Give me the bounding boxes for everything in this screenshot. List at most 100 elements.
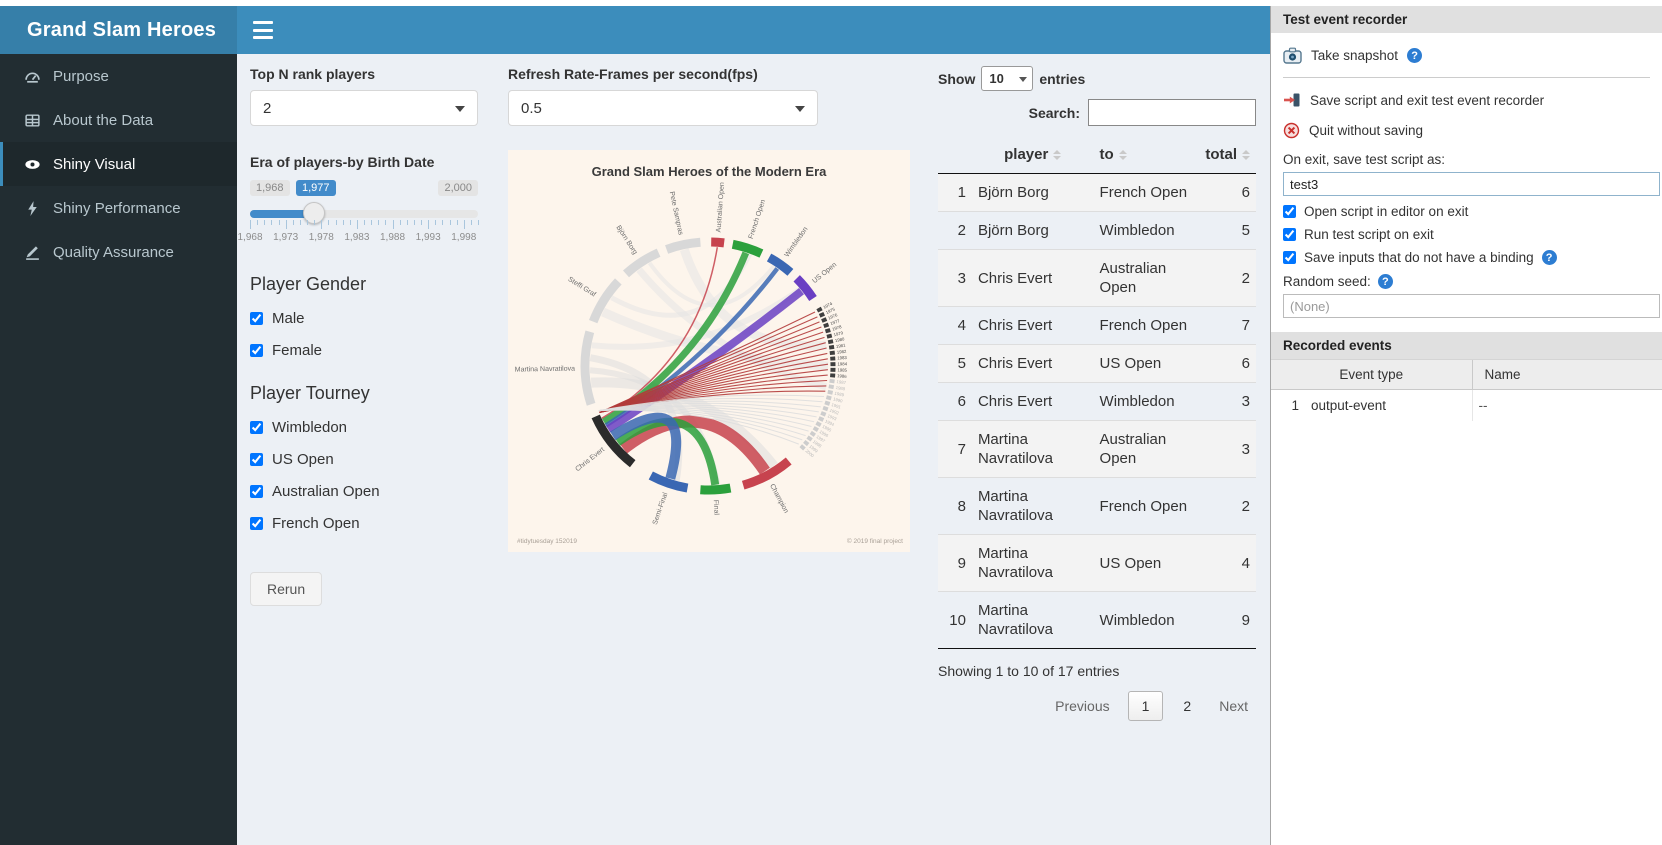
- sidebar-item-label: Shiny Visual: [53, 155, 136, 173]
- event-index: 1: [1291, 398, 1299, 413]
- svg-text:1997: 1997: [815, 434, 826, 444]
- header-total[interactable]: total: [1199, 138, 1256, 174]
- svg-text:1987: 1987: [836, 379, 847, 385]
- gauge-icon: [25, 71, 40, 83]
- rerun-button[interactable]: Rerun: [250, 572, 323, 606]
- svg-text:Steffi Graf: Steffi Graf: [567, 276, 597, 299]
- search-input[interactable]: [1088, 99, 1256, 126]
- open-script-checkbox[interactable]: Open script in editor on exit: [1283, 204, 1662, 219]
- checkbox-input[interactable]: [250, 344, 263, 357]
- next-page-button[interactable]: Next: [1219, 698, 1248, 714]
- header-to[interactable]: to: [1093, 138, 1200, 174]
- svg-text:1985: 1985: [837, 367, 847, 372]
- checkbox-input[interactable]: [250, 517, 263, 530]
- refresh-rate-select[interactable]: 0.5: [508, 90, 818, 126]
- table-icon: [25, 113, 40, 127]
- sidebar-item-shiny-visual[interactable]: Shiny Visual: [0, 142, 237, 186]
- chart-footnote-left: #tidytuesday 152019: [517, 538, 577, 545]
- header-player[interactable]: player: [971, 138, 1094, 174]
- cell-player: Björn Borg: [971, 173, 1094, 212]
- entries-select[interactable]: 10: [981, 66, 1034, 91]
- refresh-rate-select-input[interactable]: 0.5: [509, 91, 817, 125]
- tourney-checkbox-wimbledon[interactable]: Wimbledon: [250, 419, 478, 436]
- sidebar-item-quality-assurance[interactable]: Quality Assurance: [0, 230, 237, 274]
- cell-total: 3: [1199, 420, 1256, 478]
- tourney-checkbox-us-open[interactable]: US Open: [250, 451, 478, 468]
- results-table-block: Show 10 entries Search: player: [938, 66, 1256, 721]
- svg-text:2000: 2000: [804, 448, 815, 458]
- era-slider-handle[interactable]: [302, 202, 325, 224]
- checkbox-input[interactable]: [250, 485, 263, 498]
- era-slider-track[interactable]: [250, 202, 478, 224]
- page-length-control: Show 10 entries: [938, 66, 1256, 91]
- cell-idx: 10: [938, 591, 972, 649]
- cell-total: 6: [1199, 344, 1256, 383]
- svg-text:Semi-Final: Semi-Final: [652, 491, 670, 525]
- checkbox-label: Australian Open: [272, 483, 380, 500]
- test-event-recorder-panel: Test event recorder Take snapshot Save s: [1270, 6, 1662, 845]
- help-icon[interactable]: [1407, 48, 1423, 63]
- cell-to: Australian Open: [1093, 249, 1200, 307]
- eye-icon: [25, 159, 40, 169]
- script-name-input[interactable]: [1283, 172, 1660, 196]
- page-2-button[interactable]: 2: [1183, 698, 1192, 714]
- gender-checkbox-male[interactable]: Male: [250, 310, 478, 327]
- hamburger-menu-button[interactable]: [253, 21, 273, 39]
- cell-idx: 1: [938, 173, 972, 212]
- entries-select-input[interactable]: 10: [982, 67, 1033, 90]
- top-n-label: Top N rank players: [250, 66, 376, 82]
- quality-assurance-icon: [26, 245, 39, 260]
- app-title: Grand Slam Heroes: [27, 18, 217, 41]
- save-inputs-checkbox[interactable]: Save inputs that do not have a binding: [1283, 250, 1662, 265]
- gender-checkbox-female[interactable]: Female: [250, 342, 478, 359]
- slider-tick-label: 1,983: [344, 232, 370, 243]
- help-icon[interactable]: [1541, 250, 1557, 265]
- svg-text:1974: 1974: [822, 301, 833, 310]
- cell-to: US Open: [1093, 534, 1200, 592]
- sidebar-item-about-the-data[interactable]: About the Data: [0, 98, 237, 142]
- sidebar: Grand Slam Heroes Purpose About the Data…: [0, 6, 237, 845]
- checkbox-input[interactable]: [250, 421, 263, 434]
- cell-idx: 2: [938, 211, 972, 250]
- svg-text:1982: 1982: [837, 349, 848, 355]
- cell-idx: 3: [938, 249, 972, 307]
- page-1-button[interactable]: 1: [1127, 691, 1164, 721]
- random-seed-label: Random seed:: [1283, 274, 1371, 289]
- cell-to: US Open: [1093, 344, 1200, 383]
- svg-text:1995: 1995: [821, 424, 832, 433]
- random-seed-input[interactable]: [1283, 294, 1660, 318]
- sidebar-item-purpose[interactable]: Purpose: [0, 54, 237, 98]
- sidebar-menu: Purpose About the Data Shiny Visual Shin…: [0, 54, 237, 274]
- cell-idx: 5: [938, 344, 972, 383]
- table-row: 9 Martina Navratilova US Open 4: [938, 534, 1256, 592]
- event-type: output-event: [1311, 398, 1387, 413]
- tourney-checkbox-australian-open[interactable]: Australian Open: [250, 483, 478, 500]
- checkbox-input[interactable]: [250, 312, 263, 325]
- svg-text:1975: 1975: [825, 306, 836, 315]
- top-n-select[interactable]: 2: [250, 90, 478, 126]
- table-row: 5 Chris Evert US Open 6: [938, 344, 1256, 383]
- checkbox-label: Female: [272, 342, 323, 359]
- table-row: 2 Björn Borg Wimbledon 5: [938, 211, 1256, 250]
- camera-icon: [1283, 47, 1302, 64]
- svg-text:1988: 1988: [835, 385, 846, 392]
- previous-page-button[interactable]: Previous: [1055, 698, 1110, 714]
- era-slider-ticks: 1,968 1,973 1,978 1,983 1,988 1,993 1,998: [237, 220, 479, 250]
- sidebar-item-shiny-performance[interactable]: Shiny Performance: [0, 186, 237, 230]
- svg-text:Martina Navratilova: Martina Navratilova: [515, 366, 576, 374]
- run-test-script-checkbox[interactable]: Run test script on exit: [1283, 227, 1662, 242]
- cell-total: 3: [1199, 382, 1256, 421]
- app-logo[interactable]: Grand Slam Heroes: [0, 6, 237, 54]
- save-as-label: On exit, save test script as:: [1283, 152, 1446, 167]
- quit-without-saving-button[interactable]: Quit without saving: [1283, 122, 1662, 139]
- help-icon[interactable]: [1377, 274, 1393, 289]
- svg-text:1978: 1978: [831, 324, 842, 332]
- svg-text:1979: 1979: [833, 330, 844, 337]
- table-row: 1 Björn Borg French Open 6: [938, 173, 1256, 212]
- top-n-select-input[interactable]: 2: [251, 91, 477, 125]
- take-snapshot-button[interactable]: Take snapshot: [1283, 47, 1662, 64]
- svg-text:Champion: Champion: [768, 483, 789, 515]
- tourney-checkbox-french-open[interactable]: French Open: [250, 515, 478, 532]
- save-script-exit-button[interactable]: Save script and exit test event recorder: [1283, 92, 1662, 108]
- checkbox-input[interactable]: [250, 453, 263, 466]
